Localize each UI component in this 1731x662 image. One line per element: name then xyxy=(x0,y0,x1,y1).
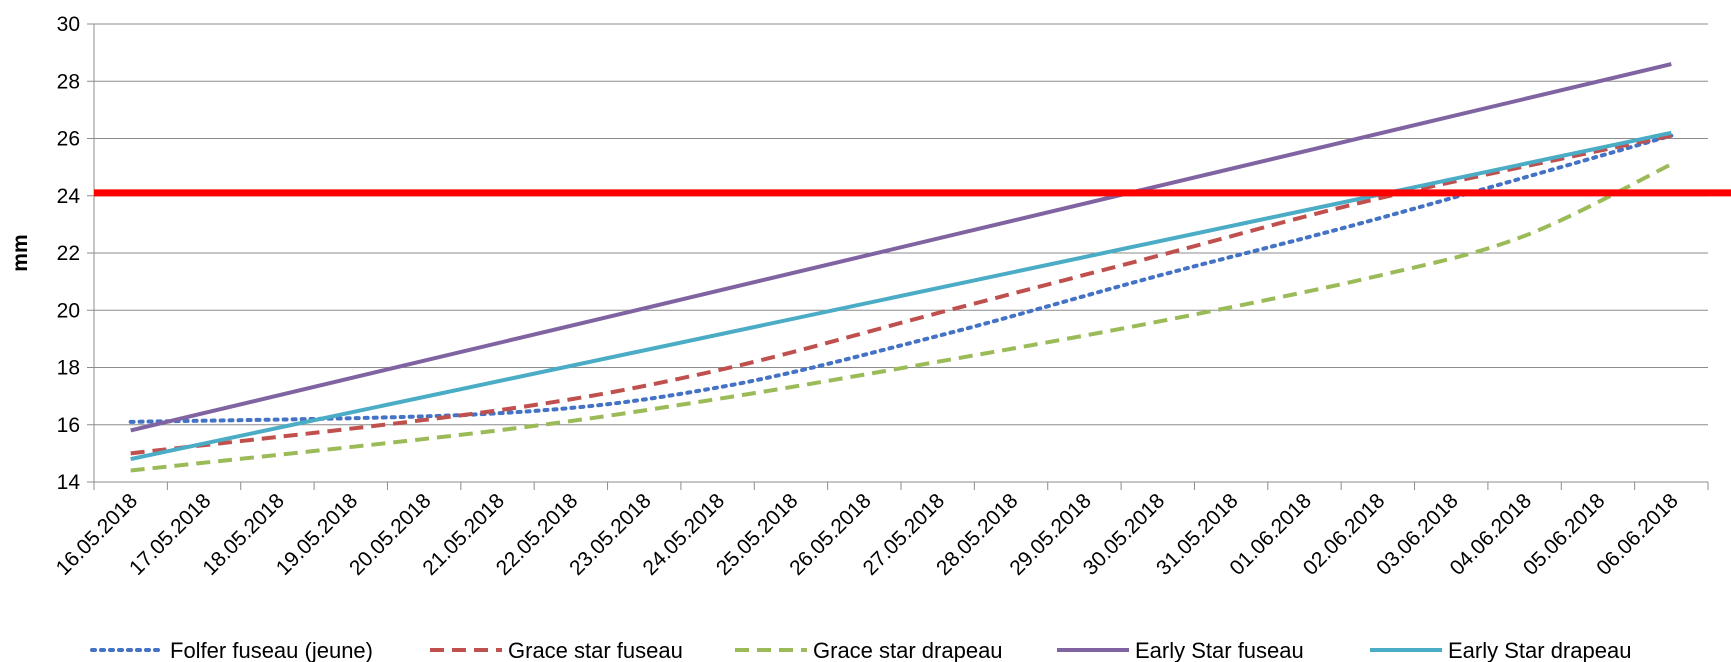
legend-label: Early Star drapeau xyxy=(1448,638,1631,662)
y-tick-label: 16 xyxy=(57,414,80,437)
y-tick-label: 14 xyxy=(57,471,81,494)
y-tick-label: 24 xyxy=(57,185,81,208)
x-tick-labels: 16.05.201817.05.201818.05.201819.05.2018… xyxy=(52,489,1683,580)
legend-label: Grace star drapeau xyxy=(813,638,1003,662)
y-axis-title: mm xyxy=(9,234,32,271)
series-line-4 xyxy=(130,62,1672,433)
series-line-3 xyxy=(130,162,1673,473)
series-line-5 xyxy=(130,130,1672,462)
series-line-2 xyxy=(130,133,1672,456)
y-tick-label: 28 xyxy=(57,70,80,93)
legend-label: Folfer fuseau (jeune) xyxy=(170,638,373,662)
y-tick-label: 18 xyxy=(57,357,80,380)
legend: Folfer fuseau (jeune) Grace star fuseau Gr… xyxy=(90,638,1631,662)
y-tick-labels: 14 16 18 20 22 24 26 28 30 xyxy=(57,13,81,494)
y-tick-label: 20 xyxy=(57,299,80,322)
y-tick-label: 22 xyxy=(57,242,80,265)
legend-label: Grace star fuseau xyxy=(508,638,683,662)
axes xyxy=(87,23,1709,490)
legend-label: Early Star fuseau xyxy=(1135,638,1304,662)
series-line-1 xyxy=(128,133,1674,424)
y-tick-label: 26 xyxy=(57,128,80,151)
series-lines xyxy=(128,62,1674,473)
y-tick-label: 30 xyxy=(57,13,80,36)
